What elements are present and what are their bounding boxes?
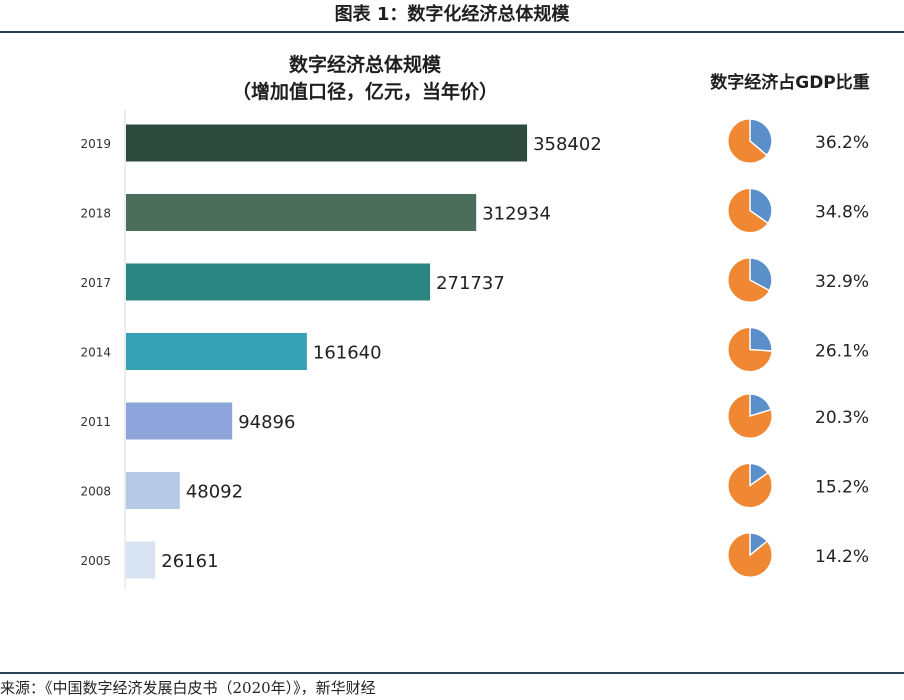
bar-chart-title: 数字经济总体规模 （增加值口径，亿元，当年价） xyxy=(200,52,530,106)
bar-chart-title-main: 数字经济总体规模 xyxy=(288,54,441,76)
pie-2011 xyxy=(727,393,773,439)
pie-2008 xyxy=(727,462,773,508)
pie-percent-label: 20.3% xyxy=(815,408,869,428)
bar-2017 xyxy=(126,263,431,301)
pie-percent-label: 32.9% xyxy=(815,272,869,292)
bar-value-label: 48092 xyxy=(186,482,243,503)
y-tick-label: 2017 xyxy=(80,276,111,290)
pie-2005 xyxy=(727,532,773,578)
y-tick-label: 2014 xyxy=(80,346,111,360)
pie-share-slice xyxy=(749,462,770,487)
y-tick-label: 2005 xyxy=(80,554,111,568)
pie-2018 xyxy=(727,187,773,233)
bar-value-label: 161640 xyxy=(313,343,382,364)
bar-value-label: 358402 xyxy=(533,134,602,155)
pie-2017 xyxy=(727,257,773,303)
top-divider xyxy=(0,31,904,33)
pie-percent-label: 14.2% xyxy=(815,547,869,567)
bar-chart-subtitle: （增加值口径，亿元，当年价） xyxy=(231,81,498,103)
pie-percent-label: 15.2% xyxy=(815,478,869,498)
bottom-divider xyxy=(0,672,904,674)
bar-2014 xyxy=(126,333,307,370)
pie-share-slice xyxy=(749,393,772,418)
bar-2005 xyxy=(126,541,156,579)
y-tick-label: 2011 xyxy=(80,415,111,429)
pie-2019 xyxy=(727,118,773,164)
pie-share-slice xyxy=(749,187,773,225)
pie-share-slice xyxy=(749,326,773,352)
pie-2014 xyxy=(727,326,773,372)
bar-value-label: 312934 xyxy=(482,204,551,225)
bar-2018 xyxy=(126,194,477,231)
y-tick-label: 2019 xyxy=(80,137,111,151)
source-note: 来源：《中国数字经济发展白皮书（2020年）》，新华财经 xyxy=(0,679,376,697)
y-tick-label: 2018 xyxy=(80,207,111,221)
pie-percent-label: 34.8% xyxy=(815,203,869,223)
y-tick-label: 2008 xyxy=(80,485,111,499)
bar-value-label: 26161 xyxy=(161,551,218,572)
bar-value-label: 94896 xyxy=(238,412,295,433)
bar-2011 xyxy=(126,402,233,440)
bar-2019 xyxy=(126,124,528,162)
pie-share-slice xyxy=(749,257,773,292)
bar-value-label: 271737 xyxy=(436,273,505,294)
pie-chart-title: 数字经济占GDP比重 xyxy=(710,73,870,93)
pie-percent-label: 26.1% xyxy=(815,342,869,362)
bar-2008 xyxy=(126,472,180,509)
pie-percent-label: 36.2% xyxy=(815,133,869,153)
pie-share-slice xyxy=(749,118,773,157)
figure-title: 图表 1：数字化经济总体规模 xyxy=(334,4,570,25)
pie-share-slice xyxy=(749,532,769,557)
